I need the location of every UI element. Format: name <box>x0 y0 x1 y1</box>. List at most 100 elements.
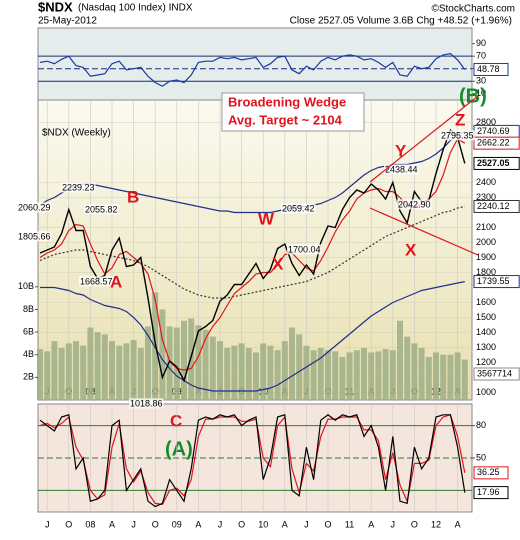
value-box <box>473 156 520 170</box>
wave-label: Z <box>455 110 465 129</box>
volume-tick-label: 10B <box>18 281 34 291</box>
callout-box <box>221 92 365 132</box>
volume-bar <box>94 332 101 400</box>
price-label-bg <box>440 130 475 141</box>
x-tick-label: O <box>324 519 331 529</box>
volume-bar <box>253 352 259 400</box>
panel-label: $NDX (Weekly) <box>42 128 111 139</box>
value-label: 2740.69 <box>477 126 510 136</box>
x-tick-label: 12 <box>431 519 441 529</box>
volume-bar <box>37 349 43 400</box>
volume-bar <box>80 345 87 400</box>
price-label-bg <box>384 164 419 175</box>
y-tick-label: 1000 <box>476 387 496 397</box>
volume-bar <box>447 354 454 400</box>
volume-bar <box>224 347 231 400</box>
volume-bar <box>418 347 425 400</box>
volume-bar <box>346 352 353 400</box>
price-label-bg <box>61 182 96 193</box>
volume-bar <box>461 359 468 400</box>
value-label: 2662.22 <box>477 138 510 148</box>
y-tick-label: 1300 <box>476 342 496 352</box>
value-label: 2527.05 <box>477 158 510 168</box>
y-tick-label: 80 <box>476 420 486 430</box>
index-name: (Nasdaq 100 Index) INDX <box>78 3 193 14</box>
volume-bar <box>440 354 447 400</box>
source: ©StockCharts.com <box>431 4 515 15</box>
volume-bar <box>116 345 123 400</box>
price-label: 2239.23 <box>62 182 95 192</box>
x-tick-label: A <box>282 519 288 529</box>
volume-bar <box>325 350 331 400</box>
volume-bar <box>382 349 389 400</box>
volume-bar <box>209 336 216 400</box>
volume-bar <box>195 325 202 400</box>
price-label: 1805.66 <box>18 231 51 241</box>
volume-bar <box>245 347 252 400</box>
date: 25-May-2012 <box>38 16 97 27</box>
volume-bar <box>173 327 180 400</box>
volume-bar <box>303 345 310 400</box>
y-tick-label: 30 <box>476 76 486 86</box>
volume-bar <box>267 345 274 400</box>
price-label: 2042.90 <box>398 199 431 209</box>
x-tick-label: A <box>195 519 201 529</box>
volume-bar <box>166 326 173 400</box>
volume-bar <box>397 320 403 400</box>
volume-bar <box>145 326 151 400</box>
price-label: 2438.44 <box>385 164 418 174</box>
price-label-bg <box>17 202 52 213</box>
price-label: 1700.04 <box>288 244 321 254</box>
volume-bar <box>260 343 267 400</box>
callout-line: Avg. Target ~ 2104 <box>228 112 343 127</box>
wave-label: W <box>258 209 275 228</box>
value-box <box>473 466 509 480</box>
x-tick-label: O <box>65 519 72 529</box>
volume-bar <box>289 327 295 400</box>
series-line <box>39 414 466 506</box>
x-tick-label: J <box>131 519 136 529</box>
plot-layers: 10 30 50 70 90 48.78 J O 08 A J O 09 A J O 10 A J O 11 A J O 12 A… <box>17 38 520 529</box>
y-tick-label: 2400 <box>476 177 496 187</box>
volume-bar <box>332 351 339 400</box>
volume-bar <box>317 347 324 400</box>
volume-tick-label: 8B <box>23 304 34 314</box>
value-box <box>473 486 509 500</box>
price-label: 1018.86 <box>130 398 163 408</box>
x-tick-label: A <box>368 519 374 529</box>
volume-bar <box>310 350 317 400</box>
volume-tick-label: 4B <box>23 349 34 359</box>
value-label: 3567714 <box>477 368 512 378</box>
volume-bar <box>188 318 195 400</box>
volume-bar <box>375 351 382 400</box>
volume-bar <box>231 345 238 400</box>
price-label: 1668.57 <box>80 276 113 286</box>
wave-label: X <box>405 240 417 259</box>
series-line <box>40 281 465 392</box>
y-tick-label: 70 <box>476 51 486 61</box>
price-label-bg <box>129 398 164 409</box>
volume-tick-label: 6B <box>23 326 34 336</box>
volume-bar <box>44 351 51 400</box>
volume-tick-label: 2B <box>23 372 34 382</box>
price-label-bg <box>79 276 114 287</box>
x-tick-label: J <box>304 519 309 529</box>
volume-bar <box>339 356 346 400</box>
y-tick-label: 2100 <box>476 222 496 232</box>
y-tick-label: 1200 <box>476 357 496 367</box>
value-label: 2240.12 <box>477 201 510 211</box>
volume-bar <box>274 350 281 400</box>
volume-bar <box>87 327 94 400</box>
price-label-bg <box>281 203 316 214</box>
value-box <box>473 199 520 213</box>
volume-bar <box>123 343 130 400</box>
price-label: 2059.42 <box>282 203 315 213</box>
volume-bar <box>65 343 72 400</box>
volume-bar <box>159 309 166 400</box>
series-line <box>39 138 466 371</box>
x-tick-label: 10 <box>258 519 268 529</box>
x-tick-label: J <box>391 519 396 529</box>
price-label: 2060.29 <box>18 202 51 212</box>
value-label: 48.78 <box>477 64 500 74</box>
series-line <box>39 414 466 508</box>
